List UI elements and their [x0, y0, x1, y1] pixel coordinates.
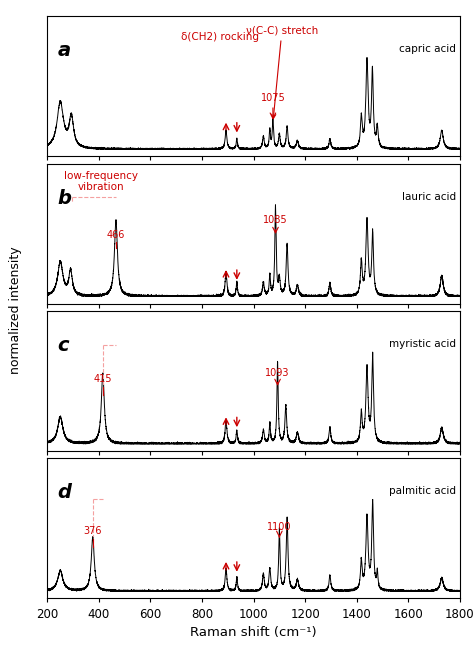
Text: normalized intensity: normalized intensity	[9, 247, 22, 375]
X-axis label: Raman shift (cm⁻¹): Raman shift (cm⁻¹)	[190, 626, 317, 639]
Text: c: c	[58, 336, 69, 355]
Text: 466: 466	[107, 230, 125, 239]
Text: ν(C-C) stretch: ν(C-C) stretch	[246, 25, 318, 118]
Text: 1100: 1100	[267, 521, 292, 532]
Text: b: b	[58, 189, 72, 208]
Text: 376: 376	[83, 526, 102, 536]
Text: 415: 415	[93, 374, 112, 384]
Text: 1085: 1085	[263, 215, 288, 225]
Text: 1075: 1075	[261, 93, 285, 104]
Text: d: d	[58, 483, 72, 503]
Text: myristic acid: myristic acid	[389, 339, 456, 349]
Text: lauric acid: lauric acid	[401, 192, 456, 202]
Text: capric acid: capric acid	[399, 44, 456, 54]
Text: δ(CH2) rocking: δ(CH2) rocking	[181, 32, 259, 42]
Text: 1093: 1093	[265, 367, 290, 378]
Text: a: a	[58, 41, 71, 60]
Text: low-frequency
vibration: low-frequency vibration	[64, 171, 138, 192]
Text: palmitic acid: palmitic acid	[389, 487, 456, 496]
